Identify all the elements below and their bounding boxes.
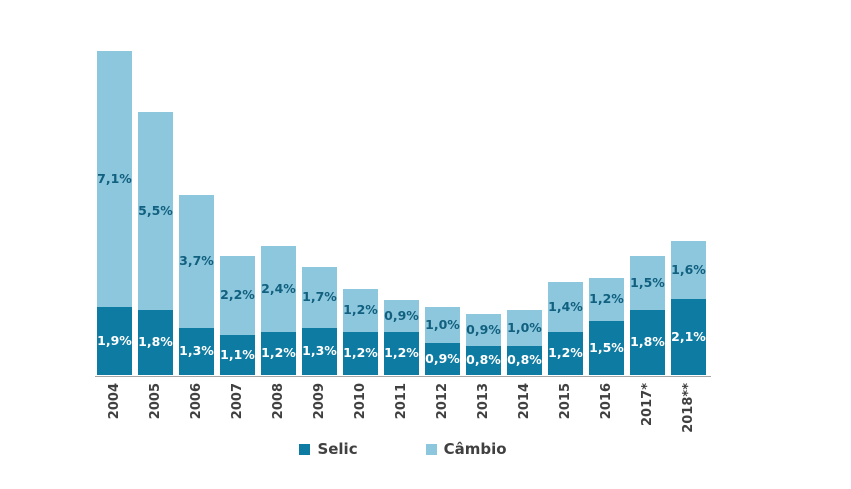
bar-column-2012: 1,0% 0,9%: [425, 307, 460, 375]
bar-label-cambio-2015: 1,4%: [548, 298, 583, 314]
bar-label-selic-2008: 1,2%: [261, 345, 296, 361]
x-axis-line: [95, 376, 711, 377]
bar-segment-selic-2011: 1,2%: [384, 332, 419, 375]
bar-label-cambio-2016: 1,2%: [589, 291, 624, 307]
bar-segment-cambio-2015: 1,4%: [548, 282, 583, 332]
bar-label-selic-2012: 0,9%: [425, 350, 460, 366]
bar-segment-cambio-2007: 2,2%: [220, 256, 255, 335]
x-tick-2017: 2017*: [640, 383, 655, 426]
x-tick-2004: 2004: [107, 383, 122, 420]
x-tick-2018: 2018**: [681, 383, 696, 433]
bar-column-2008: 2,4% 1,2%: [261, 246, 296, 375]
bar-segment-selic-2014: 0,8%: [507, 346, 542, 375]
bar-column-2004: 7,1% 1,9%: [97, 51, 132, 375]
x-tick-2005: 2005: [148, 383, 163, 420]
bar-label-selic-2005: 1,8%: [138, 334, 173, 350]
legend-swatch-cambio: [425, 443, 437, 455]
legend-label-selic: Selic: [317, 440, 358, 458]
x-tick-2016: 2016: [599, 383, 614, 420]
bar-segment-selic-2004: 1,9%: [97, 307, 132, 375]
legend-swatch-selic: [299, 443, 311, 455]
bar-segment-cambio-2008: 2,4%: [261, 246, 296, 332]
bar-segment-cambio-2013: 0,9%: [466, 314, 501, 346]
bar-label-selic-2009: 1,3%: [302, 343, 337, 359]
x-tick-2015: 2015: [558, 383, 573, 420]
legend-item-selic: Selic: [299, 440, 358, 458]
bar-segment-cambio-2005: 5,5%: [138, 112, 173, 310]
bar-label-selic-2004: 1,9%: [97, 332, 132, 348]
bar-label-cambio-2005: 5,5%: [138, 202, 173, 218]
bar-segment-selic-2009: 1,3%: [302, 328, 337, 375]
legend-label-cambio: Câmbio: [443, 440, 507, 458]
bar-column-2018: 1,6% 2,1%: [671, 241, 706, 375]
bar-segment-cambio-2017: 1,5%: [630, 256, 665, 310]
bar-segment-cambio-2018: 1,6%: [671, 241, 706, 299]
bar-label-selic-2006: 1,3%: [179, 343, 214, 359]
bar-column-2014: 1,0% 0,8%: [507, 310, 542, 375]
bar-label-cambio-2017: 1,5%: [630, 274, 665, 290]
bar-segment-selic-2018: 2,1%: [671, 299, 706, 375]
x-tick-2006: 2006: [189, 383, 204, 420]
bar-label-cambio-2014: 1,0%: [507, 319, 542, 335]
x-tick-2007: 2007: [230, 383, 245, 420]
bar-label-cambio-2013: 0,9%: [466, 321, 501, 337]
bar-segment-selic-2012: 0,9%: [425, 343, 460, 375]
bar-column-2017: 1,5% 1,8%: [630, 256, 665, 375]
bar-column-2010: 1,2% 1,2%: [343, 289, 378, 375]
x-tick-2013: 2013: [476, 383, 491, 420]
bar-label-cambio-2010: 1,2%: [343, 302, 378, 318]
bar-segment-selic-2010: 1,2%: [343, 332, 378, 375]
legend-item-cambio: Câmbio: [425, 440, 507, 458]
x-tick-2014: 2014: [517, 383, 532, 420]
bar-column-2011: 0,9% 1,2%: [384, 300, 419, 375]
bar-column-2013: 0,9% 0,8%: [466, 314, 501, 375]
bar-label-selic-2016: 1,5%: [589, 339, 624, 355]
bar-segment-selic-2017: 1,8%: [630, 310, 665, 375]
bar-label-selic-2017: 1,8%: [630, 334, 665, 350]
bar-segment-selic-2016: 1,5%: [589, 321, 624, 375]
bar-label-cambio-2009: 1,7%: [302, 289, 337, 305]
bar-column-2006: 3,7% 1,3%: [179, 195, 214, 375]
bar-label-cambio-2008: 2,4%: [261, 280, 296, 296]
bar-segment-cambio-2012: 1,0%: [425, 307, 460, 343]
bar-segment-cambio-2004: 7,1%: [97, 51, 132, 307]
bar-label-selic-2014: 0,8%: [507, 352, 542, 368]
bar-column-2016: 1,2% 1,5%: [589, 278, 624, 375]
bar-segment-selic-2015: 1,2%: [548, 332, 583, 375]
bar-label-cambio-2006: 3,7%: [179, 253, 214, 269]
bar-segment-cambio-2016: 1,2%: [589, 278, 624, 321]
bar-label-cambio-2018: 1,6%: [671, 261, 706, 277]
bar-label-selic-2010: 1,2%: [343, 345, 378, 361]
bar-label-selic-2018: 2,1%: [671, 328, 706, 344]
bar-label-cambio-2011: 0,9%: [384, 307, 419, 323]
bar-segment-cambio-2006: 3,7%: [179, 195, 214, 328]
bar-segment-cambio-2009: 1,7%: [302, 267, 337, 328]
x-tick-2008: 2008: [271, 383, 286, 420]
bar-segment-cambio-2011: 0,9%: [384, 300, 419, 332]
bar-column-2007: 2,2% 1,1%: [220, 256, 255, 375]
bar-label-cambio-2007: 2,2%: [220, 287, 255, 303]
bar-column-2005: 5,5% 1,8%: [138, 112, 173, 375]
bar-column-2015: 1,4% 1,2%: [548, 282, 583, 375]
bar-segment-selic-2013: 0,8%: [466, 346, 501, 375]
bar-label-cambio-2012: 1,0%: [425, 316, 460, 332]
x-tick-2011: 2011: [394, 383, 409, 420]
bar-segment-selic-2008: 1,2%: [261, 332, 296, 375]
x-tick-2012: 2012: [435, 383, 450, 420]
bar-label-selic-2007: 1,1%: [220, 346, 255, 362]
legend: Selic Câmbio: [95, 440, 711, 458]
x-tick-2010: 2010: [353, 383, 368, 420]
bar-label-selic-2013: 0,8%: [466, 352, 501, 368]
bar-column-2009: 1,7% 1,3%: [302, 267, 337, 375]
bar-label-selic-2015: 1,2%: [548, 345, 583, 361]
bar-label-cambio-2004: 7,1%: [97, 170, 132, 186]
bar-segment-cambio-2014: 1,0%: [507, 310, 542, 346]
bar-label-selic-2011: 1,2%: [384, 345, 419, 361]
bar-segment-selic-2006: 1,3%: [179, 328, 214, 375]
bar-segment-selic-2005: 1,8%: [138, 310, 173, 375]
bar-segment-selic-2007: 1,1%: [220, 335, 255, 375]
bar-segment-cambio-2010: 1,2%: [343, 289, 378, 332]
x-tick-2009: 2009: [312, 383, 327, 420]
